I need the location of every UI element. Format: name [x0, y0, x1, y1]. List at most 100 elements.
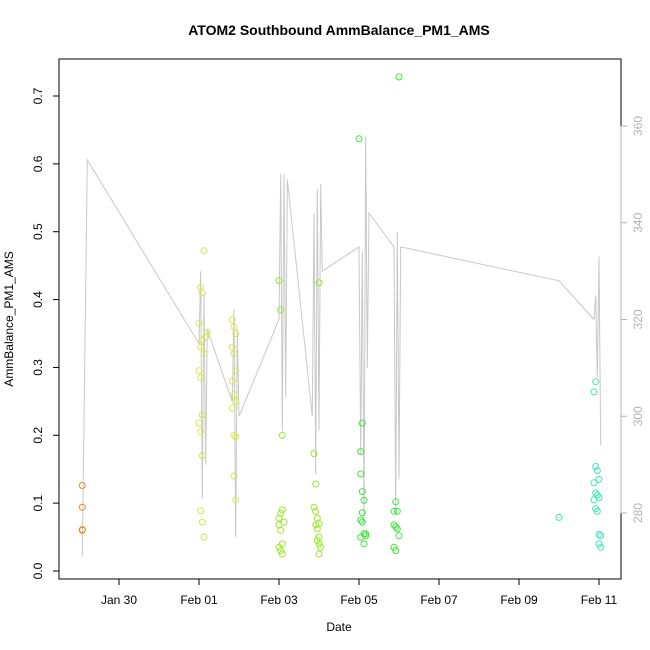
y-axis: 0.0 0.1 0.2 0.3 0.4 0.5 0.6 0.7: [31, 87, 60, 579]
data-point: [200, 247, 208, 255]
chart-title: ATOM2 Southbound AmmBalance_PM1_AMS: [188, 22, 490, 38]
data-point: [228, 377, 236, 385]
data-point: [78, 526, 86, 534]
y-tick-label: 0.1: [31, 494, 45, 511]
data-point: [232, 330, 240, 337]
y-tick-label: 0.2: [31, 427, 45, 444]
data-point: [392, 523, 400, 531]
data-point: [357, 533, 365, 541]
x-tick-label: Feb 11: [581, 593, 618, 607]
data-point: [592, 378, 600, 386]
data-point: [390, 507, 398, 515]
data-point: [278, 431, 286, 439]
data-point: [198, 289, 206, 297]
x-tick-label: Feb 03: [260, 593, 298, 607]
x-tick-label: Feb 07: [420, 593, 458, 607]
data-point: [590, 496, 598, 504]
data-point: [592, 489, 600, 497]
data-point: [230, 431, 238, 439]
data-point: [358, 518, 366, 526]
data-point: [197, 507, 205, 515]
x-tick-label: Feb 09: [500, 593, 538, 607]
data-point: [315, 279, 323, 287]
data-point: [197, 343, 205, 351]
y-tick-label: 0.7: [31, 87, 45, 104]
y-tick-label: 0.3: [31, 359, 45, 376]
data-point: [198, 452, 206, 460]
x-axis-label: Date: [326, 620, 352, 634]
data-point: [317, 543, 325, 551]
data-point: [275, 543, 283, 551]
data-point: [362, 530, 370, 538]
data-point: [590, 479, 598, 487]
data-point: [590, 388, 598, 396]
data-point: [277, 547, 285, 555]
x-axis: Jan 30 Feb 01 Feb 03 Feb 05 Feb 07 Feb 09 Feb …: [101, 578, 618, 607]
data-point: [357, 516, 365, 524]
data-point: [230, 472, 238, 480]
data-point: [78, 503, 86, 511]
data-point: [232, 397, 240, 405]
data-point: [312, 507, 320, 515]
y-tick-label: 0.0: [31, 562, 45, 579]
x-tick-label: Feb 05: [340, 593, 378, 607]
data-point: [203, 328, 211, 336]
data-point: [393, 525, 401, 533]
secondary-series-line: [81, 135, 602, 557]
data-point: [277, 306, 285, 314]
data-point: [392, 498, 400, 506]
data-point: [595, 475, 603, 483]
data-point: [232, 496, 240, 504]
y-tick-label: 0.5: [31, 223, 45, 240]
data-point: [393, 507, 401, 515]
scatter-points-layer: [78, 73, 605, 558]
data-point: [597, 543, 605, 551]
data-point: [355, 135, 363, 143]
y2-tick-label: 320: [631, 309, 645, 329]
data-point: [275, 514, 283, 522]
data-point: [275, 277, 283, 285]
y2-tick-label: 300: [631, 406, 645, 426]
data-point: [230, 391, 238, 399]
y2-tick-label: 340: [631, 212, 645, 232]
data-point: [313, 537, 321, 544]
data-point: [360, 496, 368, 504]
data-point: [197, 428, 205, 436]
data-point: [310, 450, 318, 458]
y-tick-label: 0.4: [31, 291, 45, 308]
secondary-y-axis: 280 300 320 340 360: [620, 116, 645, 523]
data-point: [392, 547, 400, 555]
data-point: [310, 503, 318, 511]
data-point: [197, 374, 205, 382]
data-point: [595, 540, 603, 548]
data-point: [362, 532, 370, 540]
data-point: [200, 350, 208, 358]
data-point: [315, 550, 323, 558]
data-point: [230, 350, 238, 358]
y2-tick-label: 280: [631, 503, 645, 523]
data-point: [278, 506, 286, 514]
data-point: [278, 550, 286, 558]
data-point: [395, 532, 403, 540]
data-point: [390, 543, 398, 551]
data-point: [357, 470, 365, 478]
data-point: [195, 319, 203, 327]
data-point: [228, 316, 236, 324]
data-point: [228, 343, 236, 351]
data-point: [232, 433, 240, 441]
x-tick-label: Jan 30: [101, 593, 137, 607]
data-point: [230, 323, 238, 331]
data-point: [315, 540, 323, 548]
y-axis-label: AmmBalance_PM1_AMS: [2, 251, 16, 386]
data-point: [555, 513, 563, 521]
data-point: [195, 367, 203, 375]
data-point: [202, 333, 210, 341]
data-point: [597, 532, 605, 540]
data-point: [78, 482, 86, 489]
data-point: [313, 525, 321, 533]
data-point: [195, 419, 203, 427]
plot-frame: [58, 58, 622, 580]
data-point: [312, 480, 320, 488]
data-point: [312, 521, 320, 529]
